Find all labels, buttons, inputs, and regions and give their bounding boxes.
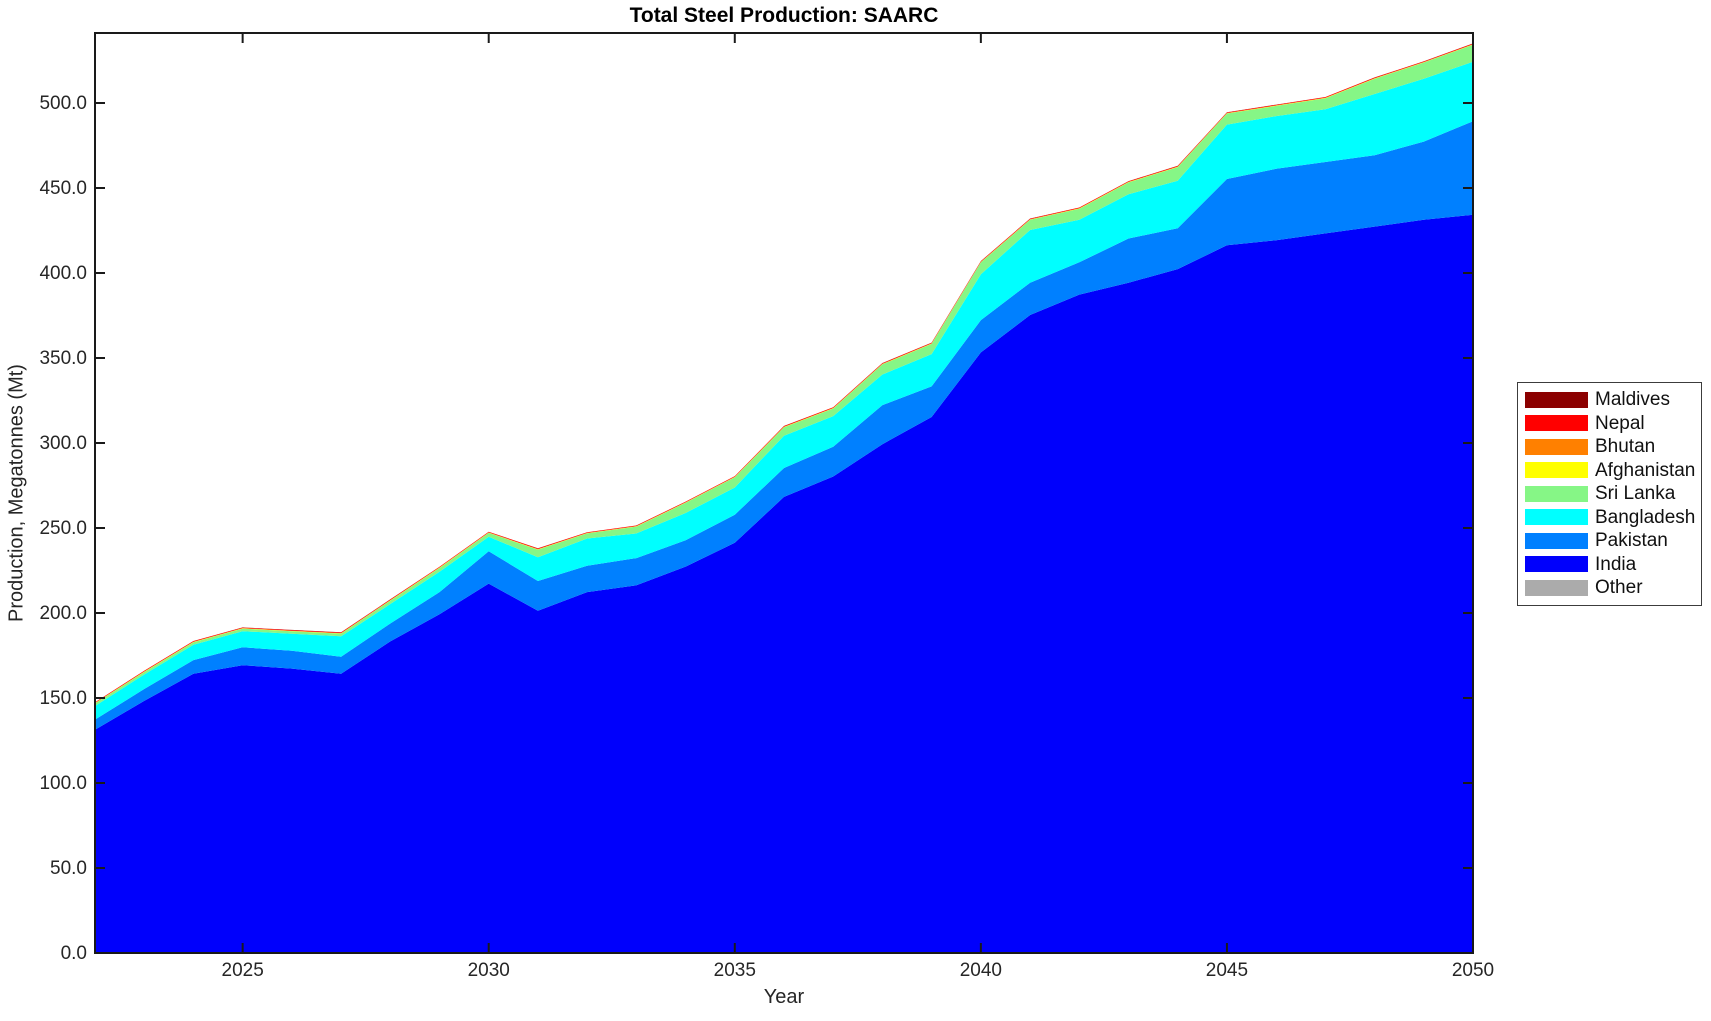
- x-tick-label: 2050: [1451, 960, 1495, 981]
- legend-label: Sri Lanka: [1595, 483, 1676, 505]
- y-tick-label: 0.0: [60, 942, 87, 964]
- legend-label: Afghanistan: [1595, 459, 1696, 481]
- area-series-bangladesh: [95, 61, 1473, 720]
- x-tick-label: 2025: [221, 960, 264, 981]
- x-tick-label: 2030: [467, 960, 510, 981]
- legend-swatch: [1525, 485, 1588, 502]
- legend-label: Nepal: [1595, 412, 1645, 434]
- area-series-pakistan: [95, 121, 1473, 730]
- legend-swatch: [1525, 532, 1588, 549]
- chart-title: Total Steel Production: SAARC: [629, 4, 939, 27]
- y-tick-label: 350.0: [39, 347, 87, 369]
- legend-label: Bhutan: [1595, 436, 1656, 458]
- legend-item-bangladesh: Bangladesh: [1525, 506, 1701, 530]
- legend-label: Other: [1595, 577, 1643, 599]
- legend-item-india: India: [1525, 553, 1701, 577]
- x-tick-label: 2035: [713, 960, 756, 981]
- y-tick-label: 400.0: [39, 262, 87, 284]
- y-tick-label: 250.0: [39, 517, 87, 539]
- legend-item-pakistan: Pakistan: [1525, 529, 1701, 553]
- legend-label: Bangladesh: [1595, 506, 1696, 528]
- area-series-india: [95, 214, 1473, 953]
- legend-label: Maldives: [1595, 389, 1670, 411]
- y-tick-label: 500.0: [39, 92, 87, 114]
- legend: Maldives Nepal Bhutan Afghanistan Sri Lanka B…: [1517, 382, 1702, 606]
- legend-label: India: [1595, 553, 1637, 575]
- legend-swatch: [1525, 556, 1588, 573]
- legend-item-afghanistan: Afghanistan: [1525, 459, 1701, 483]
- legend-item-other: Other: [1525, 576, 1701, 600]
- y-tick-label: 200.0: [39, 602, 87, 624]
- legend-swatch: [1525, 415, 1588, 432]
- legend-item-nepal: Nepal: [1525, 412, 1701, 436]
- legend-swatch: [1525, 391, 1588, 408]
- legend-swatch: [1525, 509, 1588, 526]
- legend-swatch: [1525, 579, 1588, 596]
- legend-item-sri-lanka: Sri Lanka: [1525, 482, 1701, 506]
- legend-label: Pakistan: [1595, 530, 1668, 552]
- y-tick-label: 150.0: [39, 687, 87, 709]
- legend-swatch: [1525, 462, 1588, 479]
- y-tick-label: 50.0: [50, 857, 87, 879]
- legend-item-bhutan: Bhutan: [1525, 435, 1701, 459]
- y-tick-label: 450.0: [39, 177, 87, 199]
- y-tick-label: 300.0: [39, 432, 87, 454]
- legend-swatch: [1525, 438, 1588, 455]
- legend-item-maldives: Maldives: [1525, 388, 1701, 412]
- x-tick-label: 2040: [959, 960, 1002, 981]
- x-axis-label: Year: [763, 986, 805, 1008]
- y-tick-label: 100.0: [39, 772, 87, 794]
- x-tick-label: 2045: [1205, 960, 1249, 981]
- plot-frame: [94, 32, 1474, 954]
